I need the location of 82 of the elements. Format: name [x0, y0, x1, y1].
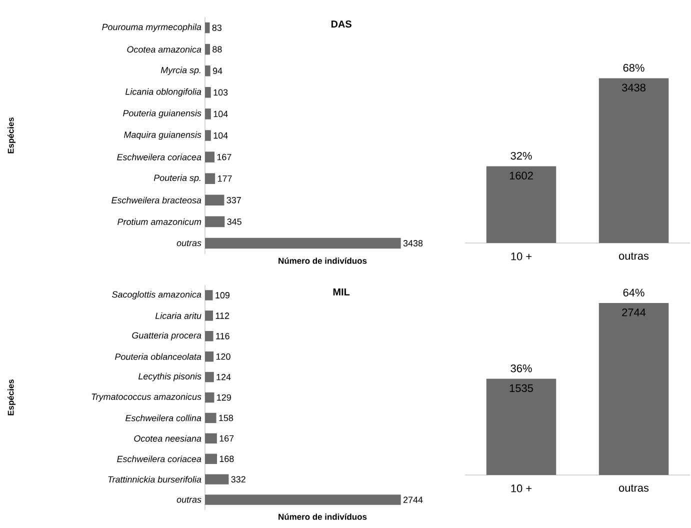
- data-label: 2744: [403, 496, 423, 503]
- bar: [205, 216, 225, 228]
- annotation: 36%: [510, 364, 532, 372]
- annotation: 68%: [623, 64, 644, 72]
- x-tick-label: 10 +: [511, 484, 532, 492]
- bar: [205, 494, 401, 505]
- y-tick-label: Pouteria sp.: [154, 174, 200, 183]
- bar: [205, 290, 213, 300]
- bar: [205, 22, 210, 34]
- bar: [205, 173, 216, 184]
- bar: [205, 392, 214, 403]
- y-tick-label: Lecythis pisonis: [138, 372, 202, 382]
- y-tick-label: outras: [176, 240, 202, 246]
- x-axis-title: Número de indivíduos: [278, 258, 367, 264]
- y-tick-label: Eschweilera coriacea: [117, 154, 202, 160]
- data-label: 3438: [622, 84, 646, 92]
- data-label: 345: [227, 218, 242, 225]
- data-label: 3438: [403, 240, 423, 246]
- y-tick-label: Guatteria procera: [132, 332, 202, 340]
- chart-title: DAS: [331, 20, 352, 28]
- y-tick-label: Pouteria oblanceolata: [115, 353, 202, 360]
- y-tick-label: Sacoglottis amazonica: [112, 291, 202, 300]
- chart-title: MIL: [333, 288, 350, 296]
- y-tick-label: Licania oblongifolia: [125, 88, 202, 97]
- y-tick-label: Licaria aritu: [155, 312, 202, 319]
- data-label: 129: [217, 394, 231, 401]
- data-label: 83: [212, 24, 222, 31]
- y-tick-label: Eschweilera collina: [126, 414, 202, 422]
- bar: [205, 87, 211, 98]
- data-label: 103: [214, 89, 228, 96]
- data-label: 167: [217, 154, 232, 160]
- y-tick-label: Eschweilera coriacea: [117, 456, 202, 462]
- data-label: 158: [219, 414, 234, 422]
- data-label: 124: [216, 374, 231, 380]
- data-label: 1535: [510, 384, 533, 392]
- x-axis-title: Número de indivíduos: [278, 514, 367, 520]
- data-label: 167: [220, 435, 234, 442]
- y-tick-label: Pourouma myrmecophila: [102, 24, 202, 32]
- bar: [205, 372, 214, 382]
- bar: [205, 108, 211, 120]
- bar: [205, 44, 210, 55]
- bar: [205, 152, 215, 162]
- y-tick-label: Maquira guianensis: [124, 131, 202, 140]
- data-label: 168: [220, 456, 234, 462]
- data-label: 120: [216, 353, 230, 360]
- bar: [205, 351, 214, 362]
- data-label: 104: [214, 110, 228, 118]
- bar: [205, 65, 210, 76]
- y-tick-label: Pouteria guianensis: [123, 110, 202, 118]
- y-tick-label: Trattinnickia burserifolia: [108, 476, 202, 483]
- bar: [205, 310, 213, 321]
- data-label: 94: [212, 68, 222, 74]
- y-tick-label: Trymatococcus amazonicus: [92, 393, 202, 402]
- annotation: 64%: [623, 288, 644, 296]
- y-axis-title: Espécies: [8, 117, 16, 154]
- data-label: 116: [216, 332, 230, 340]
- bar: [205, 331, 214, 342]
- data-label: 88: [212, 46, 222, 52]
- y-tick-label: Myrcia sp.: [160, 66, 200, 76]
- data-label: 332: [231, 476, 246, 482]
- annotation: 32%: [510, 152, 532, 160]
- y-tick-label: Ocotea neesiana: [134, 435, 202, 442]
- y-tick-label: Eschweilera bracteosa: [112, 196, 202, 204]
- bar: [205, 194, 224, 206]
- data-label: 1602: [510, 172, 533, 180]
- bar: [205, 454, 217, 464]
- data-label: 2744: [622, 308, 646, 316]
- data-label: 112: [216, 312, 230, 319]
- data-label: 109: [216, 292, 230, 298]
- bar: [205, 433, 217, 444]
- bar: [205, 130, 211, 141]
- data-label: 337: [226, 196, 241, 204]
- data-label: 177: [218, 176, 232, 182]
- data-label: 104: [214, 132, 228, 139]
- bar: [205, 238, 401, 249]
- x-tick-label: 10 +: [511, 252, 532, 260]
- y-tick-label: outras: [176, 496, 202, 503]
- bar: [205, 412, 216, 424]
- bar: [205, 474, 229, 484]
- y-tick-label: Protium amazonicum: [118, 218, 202, 225]
- y-tick-label: Ocotea amazonica: [127, 46, 202, 53]
- y-axis-title: Espécies: [8, 379, 16, 416]
